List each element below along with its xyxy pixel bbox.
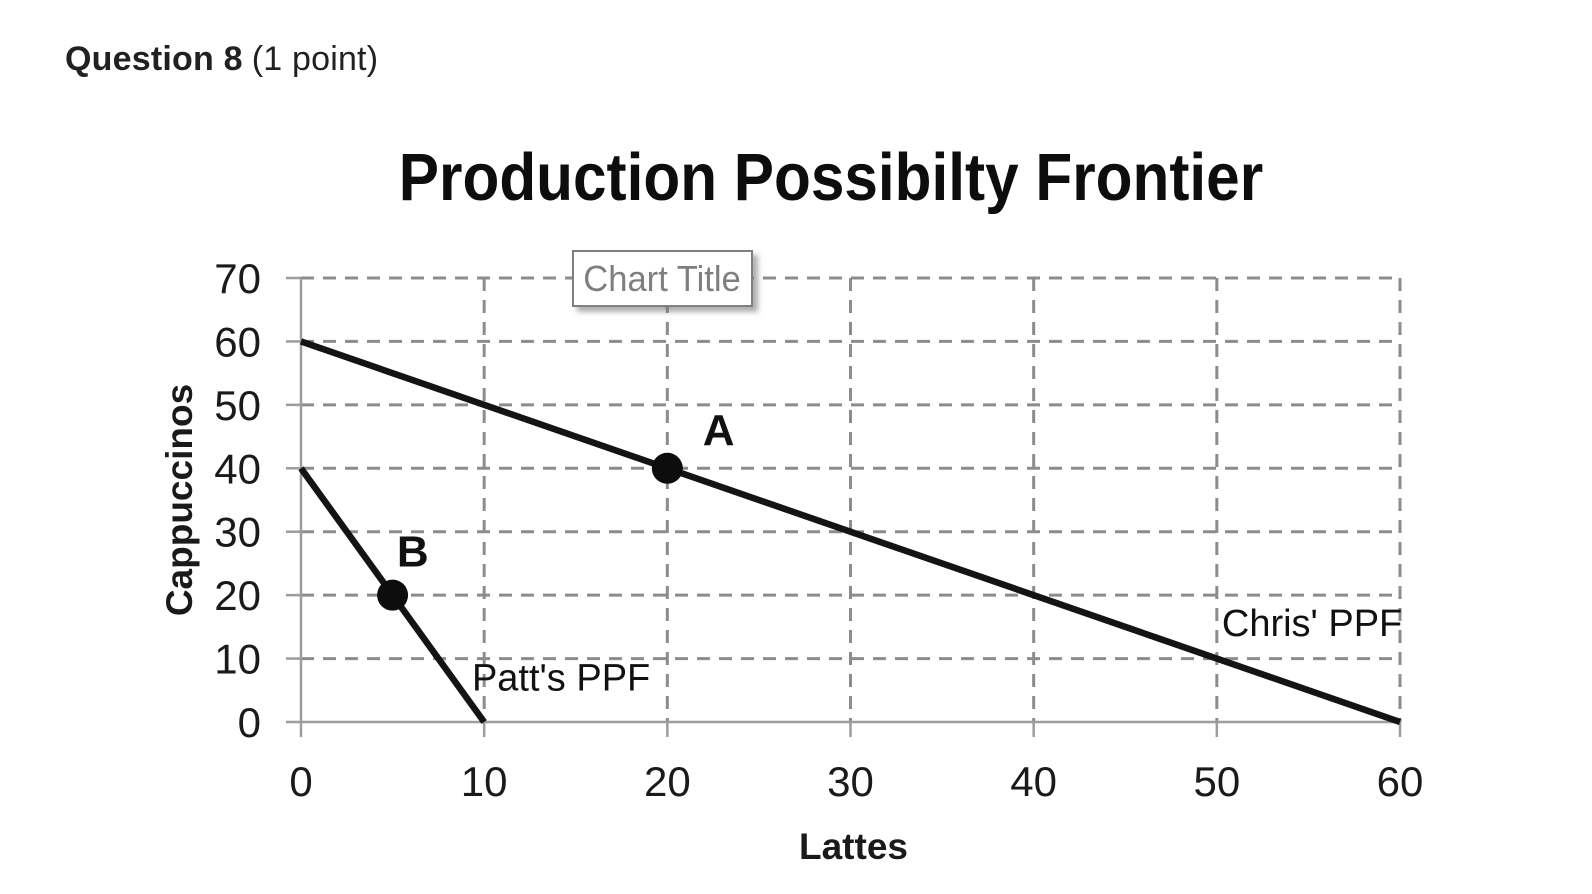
x-tick-label-40: 40 xyxy=(1010,758,1057,805)
question-number: Question 8 xyxy=(65,40,243,78)
x-tick-label-10: 10 xyxy=(461,758,508,805)
question-points: (1 point) xyxy=(251,40,379,78)
x-tick-label-0: 0 xyxy=(289,758,312,805)
y-tick-label-20: 20 xyxy=(214,572,261,619)
series-label-patt-s-ppf: Patt's PPF xyxy=(472,658,650,700)
question-header: Question 8 (1 point) xyxy=(65,40,378,79)
y-tick-label-10: 10 xyxy=(214,636,261,683)
chart-main-title: Production Possibilty Frontier xyxy=(398,140,1264,215)
x-axis-title: Lattes xyxy=(799,826,908,867)
x-tick-label-50: 50 xyxy=(1193,758,1240,805)
y-tick-label-40: 40 xyxy=(214,445,261,492)
x-tick-label-20: 20 xyxy=(644,758,691,805)
chart-title-textbox-label: Chart Title xyxy=(583,257,742,299)
y-tick-label-60: 60 xyxy=(214,318,261,365)
chart-title-textbox: Chart Title xyxy=(572,250,753,307)
series-line-chris-ppf xyxy=(299,338,1402,726)
marker-label-a: A xyxy=(703,406,735,455)
y-tick-label-70: 70 xyxy=(214,255,261,302)
x-tick-label-30: 30 xyxy=(827,758,874,805)
marker-label-b: B xyxy=(397,528,429,577)
y-tick-label-50: 50 xyxy=(214,382,261,429)
marker-point-a xyxy=(651,452,683,484)
y-tick-label-30: 30 xyxy=(214,509,261,556)
series-label-chris-ppf: Chris' PPF xyxy=(1222,603,1402,645)
x-tick-label-60: 60 xyxy=(1377,758,1424,805)
y-tick-label-0: 0 xyxy=(238,699,261,746)
marker-point-b xyxy=(377,579,409,611)
y-axis-title: Cappuccinos xyxy=(159,384,200,616)
